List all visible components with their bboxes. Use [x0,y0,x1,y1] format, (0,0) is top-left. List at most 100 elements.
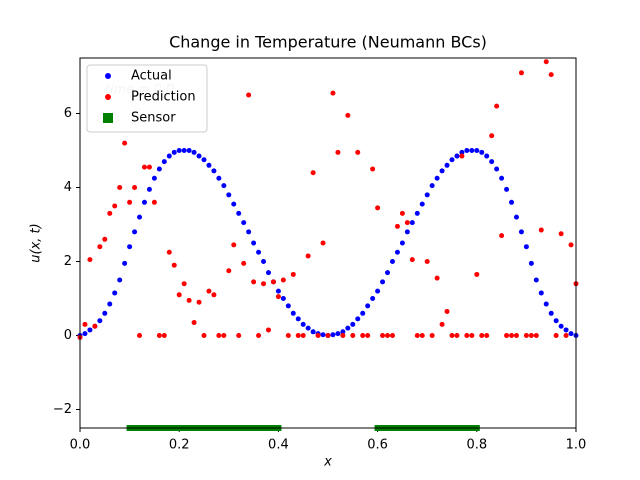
x-tick-label: 0.0 [70,438,91,453]
data-point [518,70,524,76]
data-point [256,249,262,255]
data-point [528,260,534,266]
data-point [330,332,336,338]
data-point [404,229,410,235]
data-point [315,333,321,338]
data-point [181,148,187,153]
legend-marker [105,73,111,79]
data-point [211,168,217,174]
data-point [533,277,539,283]
data-point [166,153,172,159]
data-point [499,175,505,181]
data-point [82,321,88,327]
data-point [469,148,475,153]
data-point [538,290,544,296]
data-point [97,244,103,250]
data-point [261,259,267,264]
data-point [504,333,510,338]
data-point [171,149,177,155]
legend-box [86,64,208,133]
data-point [122,260,128,266]
data-point [409,257,415,263]
data-point [256,333,262,338]
data-point [419,201,425,207]
data-point [176,148,182,153]
data-point [360,310,366,316]
data-point [489,133,495,139]
data-point [320,332,326,338]
x-tick-label: 0.6 [367,438,388,453]
data-point [429,183,435,189]
data-point [558,231,564,237]
data-point [399,240,405,246]
data-point [246,92,252,98]
data-point [568,331,574,337]
x-tick-label: 1.0 [566,438,587,453]
data-point [494,103,500,109]
data-point [548,72,554,78]
data-point [444,162,450,168]
data-point [499,233,505,239]
data-point [409,220,415,226]
data-point [513,214,519,220]
data-point [543,301,549,307]
data-point [439,168,445,174]
data-point [132,229,138,235]
data-point [285,303,291,309]
data-point [459,153,465,159]
data-point [370,166,376,172]
data-point [523,333,529,338]
data-point [513,333,519,338]
data-point [181,281,187,287]
data-point [171,262,177,268]
data-point [102,236,108,242]
data-point [340,329,346,335]
data-point [474,271,480,277]
data-point [161,333,167,338]
data-point [305,253,311,259]
data-point [350,321,356,327]
data-point [419,333,425,338]
data-point [226,268,232,274]
x-tick-label: 0.4 [268,438,289,453]
data-point [206,162,212,168]
y-tick-label: −2 [53,402,72,417]
x-tick-label: 0.8 [466,438,487,453]
y-tick-label: 6 [64,106,72,121]
data-point [345,325,351,331]
data-point [300,321,306,327]
data-point [335,149,341,155]
data-point [355,316,361,322]
data-point [176,292,182,298]
data-point [191,149,197,155]
data-point [484,153,490,159]
data-point [528,333,534,338]
data-point [280,277,286,283]
data-point [380,279,386,285]
data-point [201,333,207,338]
data-point [270,279,276,285]
plot-frame [79,57,577,429]
chart-title: Change in Temperature (Neumann BCs) [169,33,487,52]
data-point [563,333,569,338]
data-point [87,327,93,333]
data-point [196,153,202,159]
data-point [345,112,351,118]
data-point [538,227,544,233]
data-point [434,175,440,181]
data-point [241,220,247,226]
data-point [107,210,113,216]
data-point [370,296,376,301]
data-point [216,175,222,181]
data-point [385,333,391,338]
data-point [509,199,515,205]
data-point [553,333,559,338]
data-point [350,333,356,338]
data-point [127,244,133,250]
data-point [82,331,88,337]
data-point [355,149,361,155]
data-point [97,318,103,324]
y-axis-label: u(x, t) [29,223,44,262]
data-point [533,333,539,338]
data-point [434,275,440,281]
